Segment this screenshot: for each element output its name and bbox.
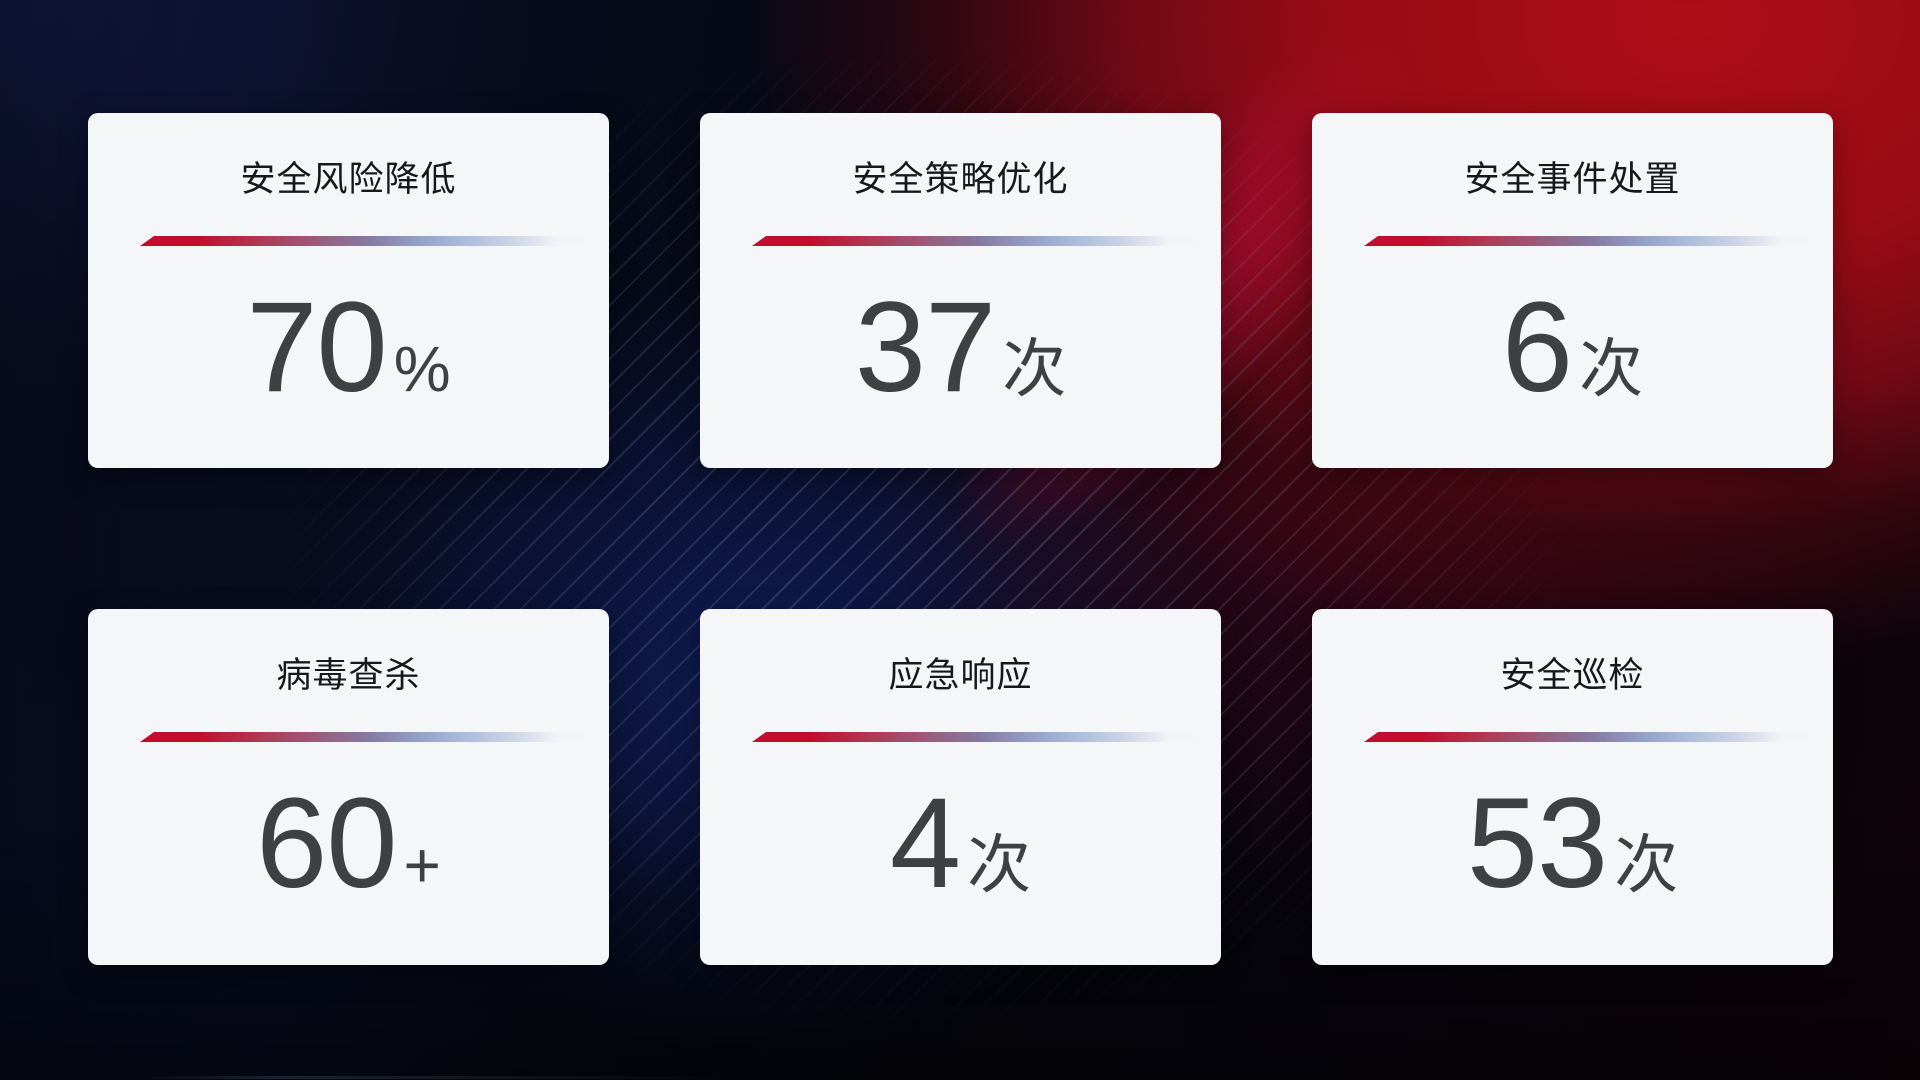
- stat-card-risk-reduction: 安全风险降低 70%: [88, 113, 609, 468]
- stat-card-title: 病毒查杀: [276, 656, 421, 695]
- stat-card-title: 安全巡检: [1500, 656, 1645, 695]
- stat-value: 53: [1466, 772, 1608, 915]
- accent-divider-bar: [752, 732, 1207, 742]
- stat-value-group: 60 +: [88, 697, 609, 965]
- stat-card-title: 安全事件处置: [1464, 160, 1681, 199]
- stat-card-title: 安全策略优化: [852, 160, 1069, 199]
- accent-divider-bar: [1364, 236, 1819, 246]
- stat-unit: 次: [1002, 332, 1067, 405]
- stat-unit: 次: [1579, 332, 1644, 405]
- stat-value: 70: [246, 275, 387, 419]
- stat-value: 4: [889, 772, 961, 915]
- stat-unit: 次: [1614, 829, 1679, 901]
- stat-value: 60: [256, 772, 397, 915]
- accent-divider-bar: [140, 236, 595, 246]
- stat-card-virus-scan: 病毒查杀 60 +: [88, 609, 609, 965]
- stat-value-group: 70%: [88, 201, 609, 468]
- accent-divider-bar: [140, 732, 595, 742]
- accent-divider-bar: [752, 236, 1207, 246]
- stat-unit: +: [403, 829, 441, 901]
- stat-value-group: 53 次: [1312, 697, 1833, 965]
- stat-unit: 次: [967, 829, 1032, 901]
- stat-value: 37: [854, 275, 996, 419]
- accent-divider-bar: [1364, 732, 1819, 742]
- bottom-light-strip: [130, 1076, 730, 1079]
- stat-card-security-inspection: 安全巡检 53 次: [1312, 609, 1833, 965]
- stat-card-title: 安全风险降低: [240, 160, 457, 199]
- stat-value: 6: [1501, 275, 1573, 419]
- stat-unit: %: [393, 332, 451, 405]
- stat-card-policy-optimization: 安全策略优化 37 次: [700, 113, 1221, 468]
- stat-value-group: 37 次: [700, 201, 1221, 468]
- stat-card-title: 应急响应: [888, 656, 1033, 695]
